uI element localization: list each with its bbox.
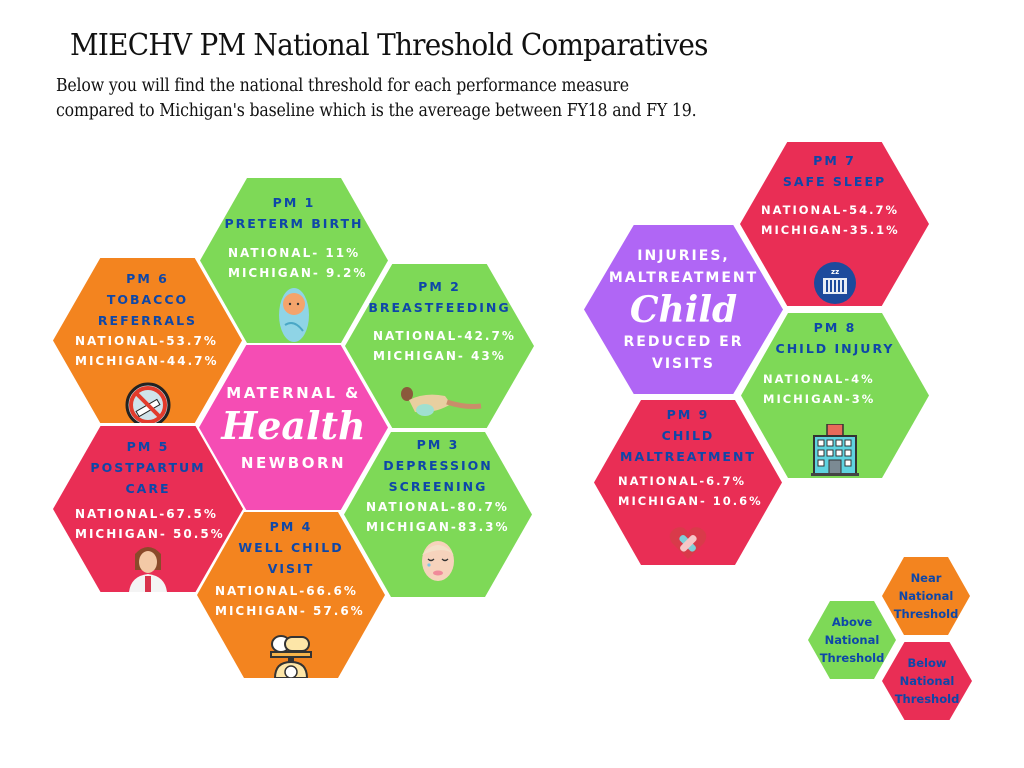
- pm6-number: PM 6: [126, 271, 169, 286]
- legend-near-label: Near National Threshold: [894, 569, 959, 623]
- pm2-hexagon: PM 2 BREASTFEEDING NATIONAL-42.7% MICHIG…: [345, 264, 534, 428]
- pm6-name-2: REFERRALS: [97, 313, 198, 328]
- pm4-national: NATIONAL-66.6%: [215, 584, 358, 598]
- pm9-national: NATIONAL-6.7%: [618, 474, 747, 488]
- legend-near-line-2: National: [898, 589, 954, 603]
- legend-above-threshold: Above National Threshold: [808, 601, 896, 679]
- pm7-michigan: MICHIGAN-35.1%: [761, 223, 900, 237]
- pm6-national: NATIONAL-53.7%: [75, 334, 218, 348]
- pm3-hexagon: PM 3 DEPRESSION SCREENING NATIONAL-80.7%…: [344, 432, 532, 597]
- pm7-number: PM 7: [813, 153, 856, 168]
- svg-text:zz: zz: [831, 268, 839, 276]
- page-subtitle: Below you will find the national thresho…: [56, 74, 697, 124]
- pm9-hexagon: PM 9 CHILD MALTREATMENT NATIONAL-6.7% MI…: [594, 400, 782, 565]
- pm3-name: DEPRESSION: [383, 458, 493, 473]
- pm8-michigan: MICHIGAN-3%: [763, 392, 876, 406]
- pm1-name: PRETERM BIRTH: [224, 216, 364, 231]
- legend-near-threshold: Near National Threshold: [882, 557, 970, 635]
- pm9-number: PM 9: [666, 407, 710, 422]
- pm3-name-2: SCREENING: [388, 479, 488, 494]
- legend-below-line-2: National: [899, 674, 955, 688]
- child-hub-line-child: Child: [629, 288, 738, 331]
- pm9-name-2: MALTREATMENT: [620, 449, 756, 464]
- child-hub-line-maltreatment: MALTREATMENT: [608, 269, 759, 286]
- pm2-national: NATIONAL-42.7%: [373, 329, 516, 343]
- pm9-michigan: MICHIGAN- 10.6%: [618, 494, 763, 508]
- pm5-michigan: MICHIGAN- 50.5%: [75, 527, 225, 541]
- pm1-number: PM 1: [272, 195, 316, 210]
- legend-above-line-3: Threshold: [819, 651, 885, 665]
- pm7-hexagon: PM 7 SAFE SLEEP NATIONAL-54.7% MICHIGAN-…: [740, 142, 929, 306]
- child-hub: INJURIES, MALTREATMENT Child REDUCED ER …: [584, 225, 783, 394]
- pm3-number: PM 3: [416, 437, 460, 452]
- pm9-name: CHILD: [661, 428, 715, 443]
- child-hub-line-reduced-er: REDUCED ER: [623, 333, 744, 350]
- pm2-number: PM 2: [418, 279, 461, 294]
- legend-above-label: Above National Threshold: [820, 613, 885, 667]
- pm5-national: NATIONAL-67.5%: [75, 507, 218, 521]
- pm6-michigan: MICHIGAN-44.7%: [75, 354, 219, 368]
- hub-line-newborn: NEWBORN: [240, 453, 347, 472]
- pm4-hexagon: PM 4 WELL CHILD VISIT NATIONAL-66.6% MIC…: [197, 512, 385, 678]
- pm1-national: NATIONAL- 11%: [228, 246, 361, 260]
- subtitle-line-1: Below you will find the national thresho…: [56, 76, 629, 96]
- baby-scale-icon: [267, 632, 315, 678]
- swaddled-baby-icon: [277, 285, 311, 343]
- legend-near-line-1: Near: [910, 571, 942, 585]
- pm4-name: WELL CHILD: [238, 540, 344, 555]
- hub-line-health: Health: [221, 402, 366, 448]
- no-smoking-icon: [124, 381, 172, 423]
- legend-below-label: Below National Threshold: [895, 654, 960, 708]
- pm8-number: PM 8: [813, 320, 857, 335]
- subtitle-line-2: compared to Michigan's baseline which is…: [56, 101, 697, 121]
- pm2-name: BREASTFEEDING: [368, 300, 511, 315]
- legend-above-line-2: National: [824, 633, 880, 647]
- doctor-icon: [125, 544, 171, 592]
- pm8-hexagon: PM 8 CHILD INJURY NATIONAL-4% MICHIGAN-3…: [741, 313, 929, 478]
- crying-face-icon: [419, 537, 457, 583]
- pm6-hexagon: PM 6 TOBACCO REFERRALS NATIONAL-53.7% MI…: [53, 258, 242, 423]
- legend-below-line-1: Below: [907, 656, 947, 670]
- pm3-michigan: MICHIGAN-83.3%: [366, 520, 510, 534]
- pm2-michigan: MICHIGAN- 43%: [373, 349, 506, 363]
- pm4-name-2: VISIT: [267, 561, 315, 576]
- page-title: MIECHV PM National Threshold Comparative…: [70, 28, 708, 63]
- child-hub-line-visits: VISITS: [652, 355, 715, 372]
- pm3-national: NATIONAL-80.7%: [366, 500, 509, 514]
- pm6-name: TOBACCO: [106, 292, 189, 307]
- maternal-newborn-health-hub: MATERNAL & Health NEWBORN: [199, 345, 388, 510]
- pm5-number: PM 5: [126, 439, 170, 454]
- hospital-icon: [810, 424, 860, 476]
- legend-above-line-1: Above: [831, 615, 873, 629]
- pm7-name: SAFE SLEEP: [782, 174, 887, 189]
- pm4-michigan: MICHIGAN- 57.6%: [215, 604, 365, 618]
- crib-icon: zz: [813, 262, 856, 304]
- legend-near-line-3: Threshold: [893, 607, 959, 621]
- legend-below-line-3: Threshold: [894, 692, 960, 706]
- pm7-national: NATIONAL-54.7%: [761, 203, 900, 217]
- hub-line-maternal: MATERNAL &: [226, 383, 361, 402]
- pm8-national: NATIONAL-4%: [763, 372, 875, 386]
- child-hub-line-injuries: INJURIES,: [637, 247, 730, 264]
- pm8-name: CHILD INJURY: [775, 341, 895, 356]
- bandaged-heart-icon: [668, 525, 708, 561]
- breastfeeding-mother-icon: [395, 382, 485, 422]
- pm4-number: PM 4: [269, 519, 313, 534]
- legend-below-threshold: Below National Threshold: [882, 642, 972, 720]
- pm1-michigan: MICHIGAN- 9.2%: [228, 266, 368, 280]
- pm5-name-2: CARE: [125, 481, 171, 496]
- pm5-name: POSTPARTUM: [90, 460, 206, 475]
